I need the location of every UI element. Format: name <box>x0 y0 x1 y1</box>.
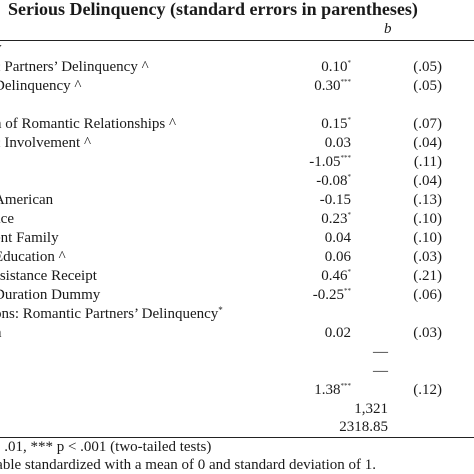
footer-rule <box>0 437 474 438</box>
significance-stars: *** <box>340 382 352 390</box>
coefficient-value: 0.03 <box>324 135 351 151</box>
stat-fit: 2318.85 <box>0 418 474 436</box>
standard-error: (.07) <box>413 116 442 132</box>
significance-stars: * <box>347 211 352 219</box>
column-header-b: b <box>384 21 392 37</box>
coefficient-value: — <box>373 363 388 379</box>
coefficient: -1.05*** <box>309 153 351 172</box>
table-row: — <box>0 362 474 381</box>
significance-stars: * <box>347 173 352 181</box>
row-label: Delinquency ^ <box>0 78 82 94</box>
header-rule <box>0 40 474 41</box>
significance-stars: * <box>347 59 352 67</box>
row-label: ssistance Receipt <box>0 268 97 284</box>
significance-stars: * <box>347 116 352 124</box>
standard-error: (.04) <box>413 135 442 151</box>
table-row: n 0.02 (.03) <box>0 324 474 343</box>
table-row: c Involvement ^ 0.03 (.04) <box>0 134 474 153</box>
coefficient-value: — <box>373 344 388 360</box>
coefficient: -0.25** <box>313 286 351 305</box>
row-label: c Partners’ Delinquency ^ <box>0 59 149 75</box>
table-row: -0.08* (.04) <box>0 172 474 191</box>
table-row: -1.05*** (.11) <box>0 153 474 172</box>
coefficient: — <box>373 362 388 381</box>
standard-error: (.21) <box>413 268 442 284</box>
row-label: ent Family <box>0 230 59 246</box>
coefficient: 0.03 <box>325 134 351 153</box>
stat-fit-value: 2318.85 <box>339 419 388 435</box>
table-row: — <box>0 343 474 362</box>
stat-n: 1,321 <box>0 400 474 418</box>
table-row: American -0.15 (.13) <box>0 191 474 210</box>
row-label: Duration Dummy <box>0 287 101 303</box>
coefficient-value: 0.46 <box>321 268 348 284</box>
table-row: 1.38*** (.12) <box>0 381 474 400</box>
coefficient-value: -1.05 <box>309 154 341 170</box>
row-label: ons: Romantic Partners’ Delinquency* <box>0 305 223 323</box>
coefficient-value: -0.25 <box>312 287 344 303</box>
coefficient-value: 0.15 <box>321 116 348 132</box>
row-label: c Involvement ^ <box>0 135 92 151</box>
coefficient: 1.38*** <box>314 381 351 400</box>
standard-error: (.13) <box>413 192 442 208</box>
note-significance: < .01, *** p < .001 (two-tailed tests) <box>0 439 212 455</box>
coefficient-value: 0.06 <box>324 249 351 265</box>
coefficient: 0.02 <box>325 324 351 343</box>
row-label: n <box>0 324 2 343</box>
table-row: Education ^ 0.06 (.03) <box>0 248 474 267</box>
table-row: n of Romantic Relationships ^ 0.15* (.07) <box>0 115 474 134</box>
standard-error: (.04) <box>413 173 442 189</box>
coefficient: 0.04 <box>325 229 351 248</box>
coefficient: -0.15 <box>320 191 351 210</box>
coefficient-value: 1.38 <box>314 382 341 398</box>
coefficient-value: 0.30 <box>314 78 341 94</box>
coefficient: 0.15* <box>321 115 351 134</box>
coefficient: — <box>373 343 388 362</box>
row-label: American <box>0 192 54 208</box>
standard-error: (.03) <box>413 249 442 265</box>
coefficient-value: 0.02 <box>324 325 351 341</box>
standard-error: (.05) <box>413 59 442 75</box>
table-row: ace 0.23* (.10) <box>0 210 474 229</box>
coefficient: 0.46* <box>321 267 351 286</box>
row-label: Education ^ <box>0 249 66 265</box>
table-row: Delinquency ^ 0.30*** (.05) <box>0 77 474 96</box>
standard-error: (.03) <box>413 325 442 341</box>
coefficient-value: -0.08 <box>316 173 348 189</box>
coefficient-value: 0.23 <box>321 211 348 227</box>
table-row: c Partners’ Delinquency ^ 0.10* (.05) <box>0 58 474 77</box>
coefficient: -0.08* <box>316 172 351 191</box>
table-row: y <box>0 39 474 58</box>
significance-stars: ** <box>344 287 351 295</box>
standard-error: (.11) <box>413 154 442 170</box>
standard-error: (.05) <box>413 78 442 94</box>
table-row: Duration Dummy -0.25** (.06) <box>0 286 474 305</box>
coefficient-value: 0.04 <box>324 230 351 246</box>
row-label-superscript: * <box>218 305 223 315</box>
row-label: n of Romantic Relationships ^ <box>0 116 177 132</box>
table-title: Serious Delinquency (standard errors in … <box>8 0 418 19</box>
row-label: y <box>0 39 2 58</box>
standard-error: (.12) <box>413 382 442 398</box>
table-row <box>0 96 474 115</box>
coefficient: 0.10* <box>321 58 351 77</box>
standard-error: (.10) <box>413 211 442 227</box>
significance-stars: *** <box>340 78 352 86</box>
coefficient: 0.30*** <box>314 77 351 96</box>
table-row: ssistance Receipt 0.46* (.21) <box>0 267 474 286</box>
stat-n-value: 1,321 <box>354 401 388 417</box>
coefficient: 0.06 <box>325 248 351 267</box>
note-standardized: iable standardized with a mean of 0 and … <box>0 457 377 473</box>
row-label: ace <box>0 211 14 227</box>
significance-stars: *** <box>340 154 352 162</box>
significance-stars: * <box>347 268 352 276</box>
table-row: ons: Romantic Partners’ Delinquency* <box>0 305 474 324</box>
coefficient-value: -0.15 <box>319 192 351 208</box>
coefficient-value: 0.10 <box>321 59 348 75</box>
table-row: ent Family 0.04 (.10) <box>0 229 474 248</box>
coefficient: 0.23* <box>321 210 351 229</box>
standard-error: (.10) <box>413 230 442 246</box>
standard-error: (.06) <box>413 287 442 303</box>
